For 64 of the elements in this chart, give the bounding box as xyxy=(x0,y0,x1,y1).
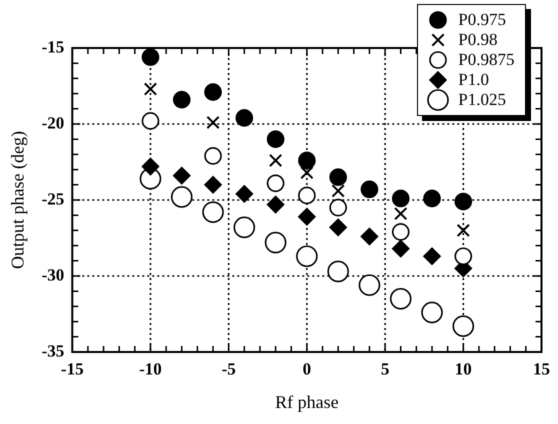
point xyxy=(234,216,256,238)
y-tick-label: -20 xyxy=(42,113,64,132)
point xyxy=(421,302,443,324)
point xyxy=(266,130,284,148)
x-tick-label: 0 xyxy=(302,360,312,379)
point xyxy=(423,247,441,266)
x-tick-label: -10 xyxy=(139,360,162,379)
point xyxy=(170,186,193,208)
x-tick-label: 5 xyxy=(380,360,390,379)
x-tick-label: 15 xyxy=(533,360,550,379)
point xyxy=(236,109,254,127)
point xyxy=(392,240,410,258)
point xyxy=(172,166,191,184)
legend-label: P1.025 xyxy=(458,90,506,110)
point xyxy=(298,152,316,170)
point xyxy=(327,260,349,282)
point xyxy=(296,245,318,268)
point xyxy=(204,176,222,194)
point xyxy=(300,166,314,180)
legend-label: P0.9875 xyxy=(458,50,514,70)
point xyxy=(204,147,222,165)
point xyxy=(452,315,474,337)
point xyxy=(360,180,378,198)
point xyxy=(329,168,347,186)
legend-label: P0.975 xyxy=(458,10,506,30)
y-axis-title: Output phase (deg) xyxy=(8,131,28,269)
point xyxy=(329,198,347,216)
y-tick-label: -15 xyxy=(42,37,64,56)
point xyxy=(394,207,408,220)
x-tick-label: -5 xyxy=(222,360,236,379)
point xyxy=(142,158,160,176)
y-tick-label: -35 xyxy=(42,341,64,360)
point xyxy=(204,83,222,101)
y-tick-label: -25 xyxy=(42,189,64,208)
point xyxy=(206,116,220,130)
point xyxy=(423,190,441,208)
x-axis-title: Rf phase xyxy=(275,392,339,412)
point xyxy=(172,90,191,108)
point xyxy=(266,196,284,214)
point xyxy=(264,232,286,254)
point xyxy=(266,174,284,192)
point xyxy=(454,192,472,210)
x-tick-label: 10 xyxy=(454,360,472,379)
point xyxy=(390,288,412,310)
point xyxy=(142,48,160,66)
point xyxy=(392,190,410,208)
point xyxy=(454,247,472,266)
point xyxy=(236,185,254,203)
y-tick-label: -30 xyxy=(42,265,64,284)
point xyxy=(392,223,410,241)
point xyxy=(298,208,316,226)
point xyxy=(456,224,470,238)
x-tick-label: -15 xyxy=(60,360,84,379)
point xyxy=(358,274,380,296)
point xyxy=(142,112,160,130)
point xyxy=(360,228,378,246)
point xyxy=(144,82,158,96)
legend-label: P0.98 xyxy=(458,30,498,50)
point xyxy=(268,154,282,168)
point xyxy=(332,184,345,198)
point xyxy=(298,186,316,204)
point xyxy=(202,201,224,223)
legend-label: P1.0 xyxy=(458,70,489,90)
point xyxy=(329,218,347,236)
